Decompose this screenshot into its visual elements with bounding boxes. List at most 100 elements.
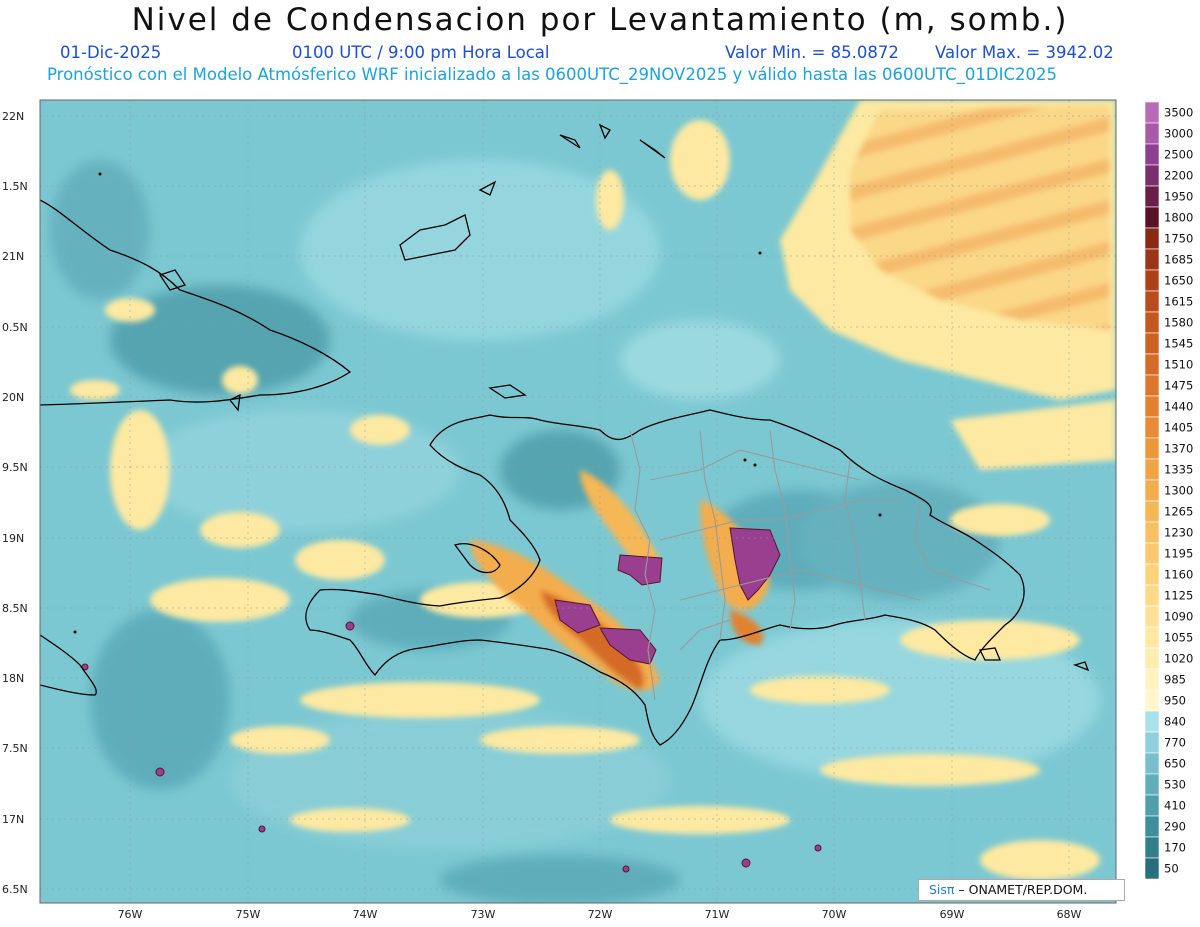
map-frame: [39, 99, 1117, 904]
lat-label: 9.5N: [2, 461, 28, 474]
colorbar-swatch: [1144, 122, 1160, 145]
colorbar-swatch: [1144, 437, 1160, 460]
colorbar-swatch: [1144, 395, 1160, 418]
colorbar-swatch: [1144, 206, 1160, 229]
time-label: 0100 UTC / 9:00 pm Hora Local: [292, 43, 550, 62]
colorbar-label: 1510: [1164, 358, 1193, 372]
latitude-labels: 22N 1.5N 21N 0.5N 20N 9.5N 19N 8.5N 18N …: [2, 110, 28, 896]
colorbar-label: 2500: [1164, 148, 1193, 162]
colorbar-swatch: [1144, 731, 1160, 754]
colorbar-swatch: [1144, 164, 1160, 187]
colorbar: 3500 3000 2500 2200 1950 1800 1750 1685 1650 1615…: [1144, 101, 1193, 880]
colorbar-swatch: [1144, 668, 1160, 691]
lat-label: 21N: [2, 250, 24, 263]
lat-label: 22N: [2, 110, 24, 123]
colorbar-swatch: [1144, 353, 1160, 376]
colorbar-swatch: [1144, 521, 1160, 544]
colorbar-swatch: [1144, 374, 1160, 397]
colorbar-swatch: [1144, 185, 1160, 208]
colorbar-swatch: [1144, 290, 1160, 313]
sispi-logo: Sisπ: [929, 882, 955, 897]
colorbar-swatch: [1144, 416, 1160, 439]
colorbar-label: 1090: [1164, 610, 1193, 624]
colorbar-label: 950: [1164, 694, 1186, 708]
lon-label: 75W: [236, 908, 261, 921]
lon-label: 72W: [588, 908, 613, 921]
colorbar-label: 840: [1164, 715, 1186, 729]
colorbar-swatch: [1144, 311, 1160, 334]
field-layer: [40, 100, 1116, 903]
credit-text: – ONAMET/REP.DOM.: [958, 882, 1088, 897]
colorbar-swatch: [1144, 143, 1160, 166]
colorbar-swatch: [1144, 836, 1160, 859]
colorbar-label: 650: [1164, 757, 1186, 771]
colorbar-swatch: [1144, 542, 1160, 565]
colorbar-swatch: [1144, 710, 1160, 733]
colorbar-label: 1125: [1164, 589, 1193, 603]
colorbar-label: 530: [1164, 778, 1186, 792]
lat-label: 0.5N: [2, 321, 28, 334]
colorbar-label: 170: [1164, 841, 1186, 855]
colorbar-label: 290: [1164, 820, 1186, 834]
purple-cores: [81, 527, 822, 873]
colorbar-label: 985: [1164, 673, 1186, 687]
lat-label: 6.5N: [2, 883, 28, 896]
colorbar-label: 1370: [1164, 442, 1193, 456]
colorbar-label: 1580: [1164, 316, 1193, 330]
lon-label: 68W: [1057, 908, 1082, 921]
colorbar-swatch: [1144, 752, 1160, 775]
colorbar-label: 1230: [1164, 526, 1193, 540]
colorbar-label: 1055: [1164, 631, 1193, 645]
credit-box: Sisπ – ONAMET/REP.DOM.: [918, 879, 1125, 901]
colorbar-swatch: [1144, 815, 1160, 838]
colorbar-swatch: [1144, 269, 1160, 292]
lat-label: 8.5N: [2, 602, 28, 615]
lat-label: 18N: [2, 672, 24, 685]
colorbar-label: 3000: [1164, 127, 1193, 141]
colorbar-swatch: [1144, 647, 1160, 670]
colorbar-label: 1195: [1164, 547, 1193, 561]
colorbar-label: 1020: [1164, 652, 1193, 666]
colorbar-swatch: [1144, 458, 1160, 481]
colorbar-label: 1300: [1164, 484, 1193, 498]
colorbar-label: 2200: [1164, 169, 1193, 183]
colorbar-label: 770: [1164, 736, 1186, 750]
colorbar-swatch: [1144, 563, 1160, 586]
colorbar-swatch: [1144, 332, 1160, 355]
lon-label: 71W: [705, 908, 730, 921]
gridlines: [40, 100, 1116, 903]
colorbar-label: 1440: [1164, 400, 1193, 414]
island-dots: [73, 172, 882, 634]
longitude-labels: 76W 75W 74W 73W 72W 71W 70W 69W 68W: [118, 908, 1082, 921]
colorbar-swatch: [1144, 584, 1160, 607]
colorbar-label: 1685: [1164, 253, 1193, 267]
lat-label: 1.5N: [2, 180, 28, 193]
colorbar-label: 1650: [1164, 274, 1193, 288]
colorbar-swatch: [1144, 101, 1160, 124]
colorbar-label: 1405: [1164, 421, 1193, 435]
lon-label: 74W: [353, 908, 378, 921]
colorbar-swatch: [1144, 857, 1160, 880]
colorbar-label: 1800: [1164, 211, 1193, 225]
colorbar-swatch: [1144, 626, 1160, 649]
lon-label: 69W: [940, 908, 965, 921]
lon-label: 76W: [118, 908, 143, 921]
colorbar-label: 50: [1164, 862, 1179, 876]
min-value-label: Valor Min. = 85.0872: [725, 43, 899, 62]
province-borders: [629, 429, 991, 701]
lat-label: 17N: [2, 813, 24, 826]
colorbar-label: 1160: [1164, 568, 1193, 582]
colorbar-label: 1475: [1164, 379, 1193, 393]
forecast-info: Pronóstico con el Modelo Atmósferico WRF…: [47, 65, 1057, 84]
lat-label: 7.5N: [2, 742, 28, 755]
colorbar-swatch: [1144, 605, 1160, 628]
colorbar-swatch: [1144, 479, 1160, 502]
max-value-label: Valor Max. = 3942.02: [935, 43, 1114, 62]
colorbar-swatch: [1144, 500, 1160, 523]
colorbar-swatch: [1144, 773, 1160, 796]
lat-label: 19N: [2, 532, 24, 545]
chart-title: Nivel de Condensacion por Levantamiento …: [131, 2, 1069, 38]
colorbar-swatch: [1144, 794, 1160, 817]
lat-label: 20N: [2, 391, 24, 404]
